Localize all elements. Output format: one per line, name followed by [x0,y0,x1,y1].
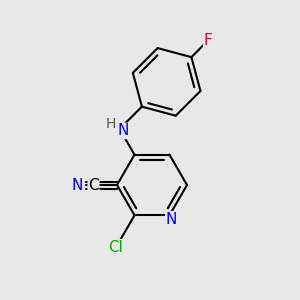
Text: H: H [105,117,116,131]
Text: C: C [88,178,99,193]
Text: Cl: Cl [108,240,123,255]
Text: N: N [166,212,177,227]
Text: N: N [72,178,83,193]
Text: N: N [118,123,129,138]
Text: F: F [204,33,212,48]
